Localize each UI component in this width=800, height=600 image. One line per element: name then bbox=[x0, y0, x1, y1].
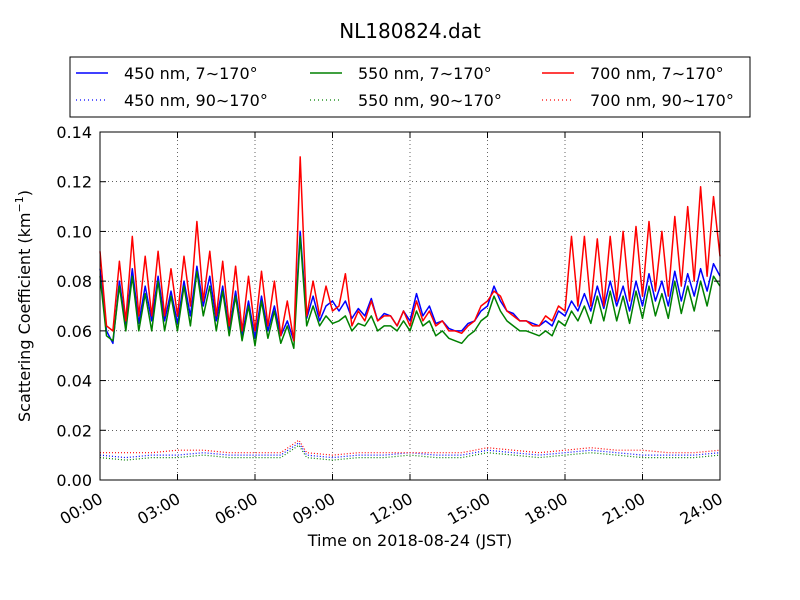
legend-label: 700 nm, 7∼170° bbox=[590, 64, 724, 83]
series-line-0 bbox=[99, 230, 721, 345]
series-line-3 bbox=[99, 442, 721, 459]
series-line-2 bbox=[99, 156, 721, 342]
y-axis-label: Scattering Coefficient (km−1) bbox=[13, 190, 34, 422]
x-tick-label: 24:00 bbox=[677, 489, 726, 529]
series-line-5 bbox=[100, 439, 721, 456]
x-tick-label: 00:00 bbox=[57, 489, 106, 529]
legend-label: 700 nm, 90∼170° bbox=[590, 91, 734, 110]
y-tick-label: 0.00 bbox=[56, 471, 92, 490]
y-axis: 0.00 0.02 0.04 0.06 0.08 0.10 0.12 0.14 bbox=[56, 123, 720, 490]
x-axis-label: Time on 2018-08-24 (JST) bbox=[307, 531, 512, 550]
legend-label: 550 nm, 90∼170° bbox=[358, 91, 502, 110]
x-tick-label: 18:00 bbox=[522, 489, 571, 529]
x-tick-label: 12:00 bbox=[367, 489, 416, 529]
x-tick-label: 09:00 bbox=[289, 489, 338, 529]
y-tick-label: 0.04 bbox=[56, 372, 92, 391]
x-axis: 00:00 03:00 06:00 09:00 12:00 15:00 18:00 21:00… bbox=[57, 132, 726, 529]
legend-label: 450 nm, 90∼170° bbox=[124, 91, 268, 110]
y-axis-label-sup: −1 bbox=[13, 196, 26, 212]
chart-title: NL180824.dat bbox=[339, 19, 481, 43]
series-line-1 bbox=[99, 235, 721, 350]
y-axis-label-main: Scattering Coefficient (km bbox=[15, 212, 34, 422]
legend-label: 450 nm, 7∼170° bbox=[124, 64, 258, 83]
y-tick-label: 0.10 bbox=[56, 222, 92, 241]
y-tick-label: 0.02 bbox=[56, 421, 92, 440]
x-tick-label: 21:00 bbox=[599, 489, 648, 529]
series-line-4 bbox=[99, 444, 721, 461]
grid bbox=[100, 132, 720, 480]
x-tick-label: 03:00 bbox=[134, 489, 183, 529]
legend-box bbox=[69, 56, 751, 118]
x-tick-label: 15:00 bbox=[444, 489, 493, 529]
y-tick-label: 0.14 bbox=[56, 123, 92, 142]
y-tick-label: 0.12 bbox=[56, 173, 92, 192]
legend-label: 550 nm, 7∼170° bbox=[358, 64, 492, 83]
y-tick-label: 0.06 bbox=[56, 322, 92, 341]
legend: 450 nm, 7∼170° 550 nm, 7∼170° 700 nm, 7∼17… bbox=[69, 56, 751, 118]
y-axis-label-close: ) bbox=[15, 190, 34, 196]
series-group bbox=[99, 156, 721, 461]
y-tick-label: 0.08 bbox=[56, 272, 92, 291]
x-tick-label: 06:00 bbox=[212, 489, 261, 529]
